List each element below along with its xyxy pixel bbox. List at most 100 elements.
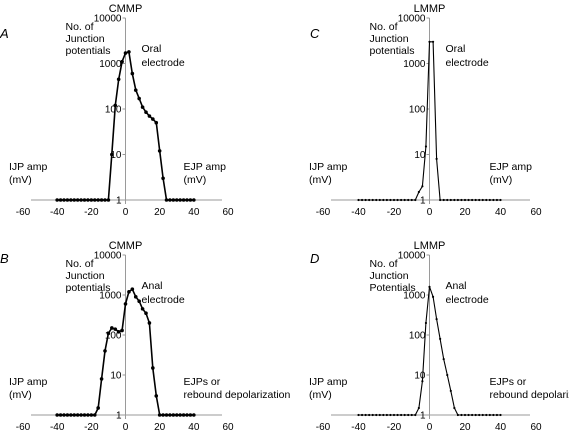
y-axis-label: potentials [66, 282, 111, 294]
data-point [86, 413, 90, 417]
x-tick-label: 40 [495, 207, 507, 218]
data-point [120, 328, 124, 333]
panel-label: B [0, 251, 9, 266]
data-point [371, 198, 374, 202]
data-point [168, 198, 172, 202]
data-point [168, 413, 172, 417]
data-point [488, 198, 491, 202]
data-point [396, 413, 399, 417]
data-point [467, 198, 470, 202]
data-point [446, 373, 449, 377]
data-point [453, 198, 456, 202]
data-point [130, 71, 135, 76]
data-point [58, 198, 63, 202]
data-point [485, 198, 488, 202]
data-point [407, 198, 410, 202]
ijp-amplitude-label: (mV) [9, 174, 32, 186]
data-point [79, 413, 83, 417]
data-point [421, 185, 424, 188]
data-point [478, 198, 481, 202]
data-point [368, 413, 371, 417]
x-tick-label: 60 [222, 422, 234, 433]
data-point [428, 285, 431, 288]
x-tick-label: 40 [188, 422, 200, 433]
electrode-label: Anal [446, 280, 467, 292]
data-point [424, 145, 428, 148]
y-tick-label: 100 [105, 105, 122, 116]
data-point [65, 413, 70, 417]
chart-title: CMMP [109, 3, 143, 15]
ijp-amplitude-label: (mV) [9, 389, 32, 401]
data-point [407, 413, 410, 417]
y-tick-label: 10000 [398, 14, 426, 25]
data-point [106, 331, 111, 336]
data-point [147, 114, 152, 118]
y-axis-label: No. of [66, 258, 94, 270]
data-point [185, 413, 189, 417]
y-tick-label: 10 [110, 150, 122, 161]
data-point [424, 321, 428, 325]
y-axis-label: No. of [370, 258, 398, 270]
data-point [92, 413, 97, 417]
data-point [378, 198, 381, 202]
y-tick-label: 10000 [94, 251, 122, 262]
data-point [400, 198, 403, 202]
data-point [154, 120, 159, 125]
ijp-amplitude-label: IJP amp [9, 161, 47, 173]
data-point [428, 40, 431, 43]
data-point [463, 413, 467, 417]
data-point [174, 413, 179, 417]
data-point [151, 117, 155, 121]
data-point [185, 198, 189, 202]
chart-title: CMMP [109, 240, 143, 252]
data-point [449, 389, 452, 393]
x-tick-label: 0 [123, 207, 129, 218]
data-point [188, 198, 193, 202]
data-point [460, 198, 463, 202]
x-tick-label: 20 [459, 422, 471, 433]
data-point [55, 413, 59, 417]
x-tick-label: 0 [123, 422, 129, 433]
panel-a: 1 10 100 1000 10000 -60 -40 -20 0 20 40 60 A CMMP No. … [0, 3, 234, 218]
y-tick-label: 100 [105, 331, 122, 342]
data-point [171, 198, 176, 202]
ejp-amplitude-label: (mV) [184, 174, 207, 186]
data-point [75, 198, 80, 202]
data-point [439, 198, 442, 202]
data-point [478, 413, 481, 417]
data-point [161, 413, 165, 417]
data-point [431, 295, 435, 298]
y-axis-label: Junction [370, 33, 409, 45]
x-tick-label: -60 [16, 207, 31, 218]
data-point [417, 190, 420, 194]
data-point [368, 198, 371, 202]
data-point [164, 413, 169, 417]
data-point [113, 327, 118, 331]
x-tick-label: -20 [84, 207, 99, 218]
data-point [127, 50, 131, 54]
data-point [157, 413, 162, 417]
data-point [385, 413, 388, 417]
data-point [392, 198, 396, 202]
data-point [116, 77, 121, 82]
x-tick-label: 20 [154, 207, 166, 218]
data-point [164, 198, 169, 202]
data-point [75, 413, 80, 417]
data-point [474, 413, 477, 417]
y-tick-label: 10 [414, 150, 426, 161]
y-tick-label: 10000 [94, 14, 122, 25]
data-point [96, 406, 100, 410]
data-point [79, 198, 83, 202]
y-tick-label: 1000 [99, 59, 122, 70]
data-point [467, 413, 470, 417]
data-point [400, 413, 403, 417]
ejp-amplitude-label: EJPs or [184, 376, 221, 388]
electrode-label: electrode [142, 57, 185, 69]
data-point [69, 198, 73, 202]
data-point [72, 413, 77, 417]
panel-c: 1 10 100 1000 10000 -60 -40 -20 0 20 40 60 C LMMP No. … [309, 3, 542, 218]
data-point [481, 198, 484, 202]
data-point [58, 413, 63, 417]
y-tick-label: 1 [116, 196, 122, 207]
